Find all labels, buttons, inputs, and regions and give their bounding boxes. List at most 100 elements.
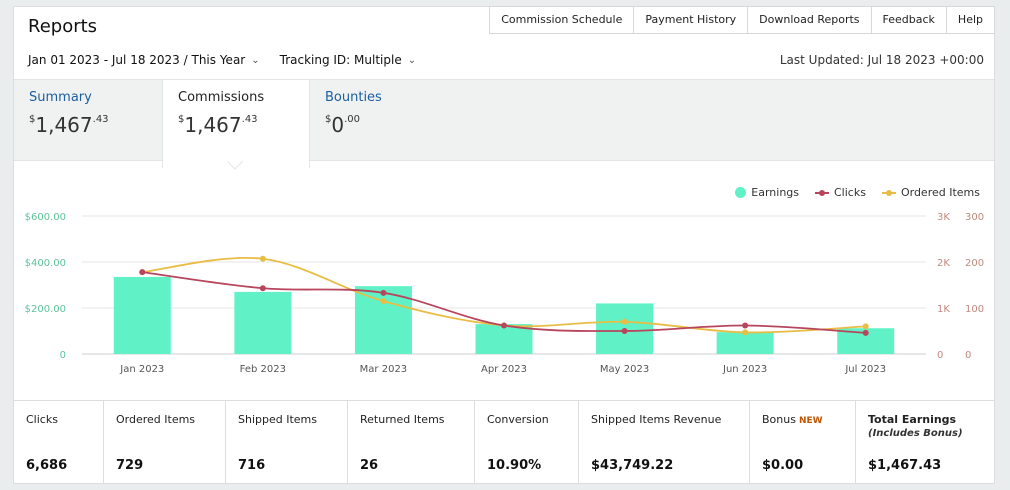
date-separator: / (179, 53, 192, 67)
tab-summary-amount: $1,467.43 (29, 113, 109, 137)
earnings-bar (113, 276, 171, 354)
clicks-point (501, 322, 507, 329)
ordered-items-point (380, 298, 387, 305)
items-axis-tick-label: 100 (965, 304, 984, 315)
feedback-link[interactable]: Feedback (870, 6, 947, 34)
legend-clicks-label: Clicks (834, 186, 866, 199)
clicks-axis-tick-label: 3K (937, 212, 950, 223)
summary-value: 729 (116, 458, 144, 473)
tab-bounties[interactable]: Bounties $0.00 (310, 80, 397, 162)
clicks-point (862, 329, 869, 336)
amount-cents: .00 (344, 114, 361, 125)
clicks-point (621, 328, 628, 334)
amount-dollars: 1,467 (35, 113, 93, 137)
x-axis-tick-label: Apr 2023 (481, 364, 527, 375)
summary-label: Total Earnings (868, 413, 957, 426)
amount-dollars: 0 (331, 113, 345, 137)
clicks-axis-tick-label: 0 (937, 350, 943, 361)
new-badge: NEW (798, 416, 823, 426)
summary-value: 716 (238, 458, 266, 473)
payment-history-link[interactable]: Payment History (633, 6, 749, 34)
summary-ordered-items: Ordered Items 729 (104, 401, 226, 484)
top-nav: Commission Schedule Payment History Down… (489, 6, 995, 34)
left-axis-tick-label: 0 (60, 350, 66, 361)
chevron-down-icon: ⌄ (407, 54, 417, 66)
earnings-bar (475, 324, 533, 354)
summary-shipped-revenue: Shipped Items Revenue $43,749.22 (579, 401, 750, 484)
tab-commissions-amount: $1,467.43 (178, 113, 294, 137)
active-tab-caret-icon (227, 161, 243, 170)
summary-total-earnings: Total Earnings (Includes Bonus) $1,467.4… (856, 401, 994, 484)
summary-label: Ordered Items (116, 413, 196, 426)
summary-returned-items: Returned Items 26 (348, 401, 475, 484)
bonus-label: Bonus (762, 413, 796, 426)
clicks-point (742, 322, 749, 329)
earnings-bar (234, 291, 292, 354)
last-updated: Last Updated: Jul 18 2023 +00:00 (779, 53, 984, 67)
currency-symbol: $ (325, 114, 332, 125)
summary-value: $1,467.43 (868, 458, 942, 473)
summary-label: Shipped Items Revenue (591, 413, 722, 426)
legend-earnings-label: Earnings (751, 186, 799, 199)
page-title: Reports (28, 16, 98, 37)
tab-bounties-amount: $0.00 (325, 113, 382, 137)
ordered-items-point (742, 329, 749, 336)
tab-summary-label: Summary (29, 90, 92, 105)
tab-bounties-label: Bounties (325, 90, 382, 105)
filters-bar: Jan 01 2023 - Jul 18 2023 / This Year ⌄ … (28, 53, 416, 67)
summary-label: Shipped Items (238, 413, 317, 426)
date-range-dropdown[interactable]: Jan 01 2023 - Jul 18 2023 / This Year ⌄ (28, 53, 260, 67)
clicks-axis-tick-label: 2K (937, 258, 950, 269)
ordered-items-point (621, 318, 628, 325)
x-axis-tick-label: Jan 2023 (119, 364, 164, 375)
summary-value: 6,686 (26, 458, 68, 473)
chart-plot: 0 0 0 $200.00 1K 100 $400.00 2K 200 $600.00 3K 300 J… (25, 212, 984, 375)
summary-value: 10.90% (487, 458, 542, 473)
chart-legend: Earnings Clicks Ordered Items (719, 186, 980, 199)
x-axis-tick-label: May 2023 (600, 364, 649, 375)
summary-clicks: Clicks 6,686 (14, 401, 104, 484)
help-link[interactable]: Help (945, 6, 995, 34)
download-reports-link[interactable]: Download Reports (747, 6, 872, 34)
reports-panel: Reports Commission Schedule Payment Hist… (13, 6, 995, 484)
items-axis-tick-label: 200 (965, 258, 984, 269)
summary-label: Returned Items (360, 413, 445, 426)
earnings-bar (716, 332, 774, 354)
clicks-point (259, 285, 266, 292)
tab-commissions[interactable]: Commissions $1,467.43 (162, 80, 310, 168)
items-axis-tick-label: 0 (965, 350, 971, 361)
tab-summary[interactable]: Summary $1,467.43 (14, 80, 124, 162)
amount-cents: .43 (92, 114, 109, 125)
tab-commissions-label: Commissions (178, 90, 265, 105)
tracking-id-dropdown[interactable]: Tracking ID: Multiple ⌄ (280, 53, 416, 67)
legend-clicks-swatch (815, 189, 829, 196)
currency-symbol: $ (178, 114, 185, 125)
summary-value: $0.00 (762, 458, 804, 473)
amount-dollars: 1,467 (184, 113, 242, 137)
summary-value: $43,749.22 (591, 458, 674, 473)
ordered-items-point (259, 255, 266, 262)
summary-label: Clicks (26, 413, 58, 426)
x-axis-tick-label: Feb 2023 (240, 364, 286, 375)
summary-label: Bonus NEW (762, 413, 845, 426)
summary-conversion: Conversion 10.90% (475, 401, 579, 484)
commission-schedule-link[interactable]: Commission Schedule (489, 6, 635, 34)
legend-ordered-items[interactable]: Ordered Items (881, 186, 980, 199)
legend-earnings[interactable]: Earnings (735, 186, 799, 199)
date-range-text: Jan 01 2023 - Jul 18 2023 (28, 53, 180, 67)
legend-ordered-swatch (881, 189, 896, 196)
left-axis-tick-label: $200.00 (25, 304, 66, 315)
period-text: This Year (191, 53, 246, 67)
x-axis-tick-label: Jun 2023 (722, 364, 767, 375)
legend-clicks[interactable]: Clicks (815, 186, 866, 199)
summary-row: Clicks 6,686 Ordered Items 729 Shipped I… (14, 400, 994, 484)
legend-earnings-swatch (735, 187, 747, 198)
summary-value: 26 (360, 458, 379, 473)
ordered-items-point (862, 323, 869, 330)
clicks-axis-tick-label: 1K (937, 304, 950, 315)
clicks-point (139, 269, 146, 276)
amount-cents: .43 (241, 114, 258, 125)
x-axis-tick-label: Mar 2023 (360, 364, 408, 375)
chevron-down-icon: ⌄ (251, 54, 260, 66)
tabs-strip: Summary $1,467.43 Commissions $1,467.43 … (14, 79, 994, 168)
